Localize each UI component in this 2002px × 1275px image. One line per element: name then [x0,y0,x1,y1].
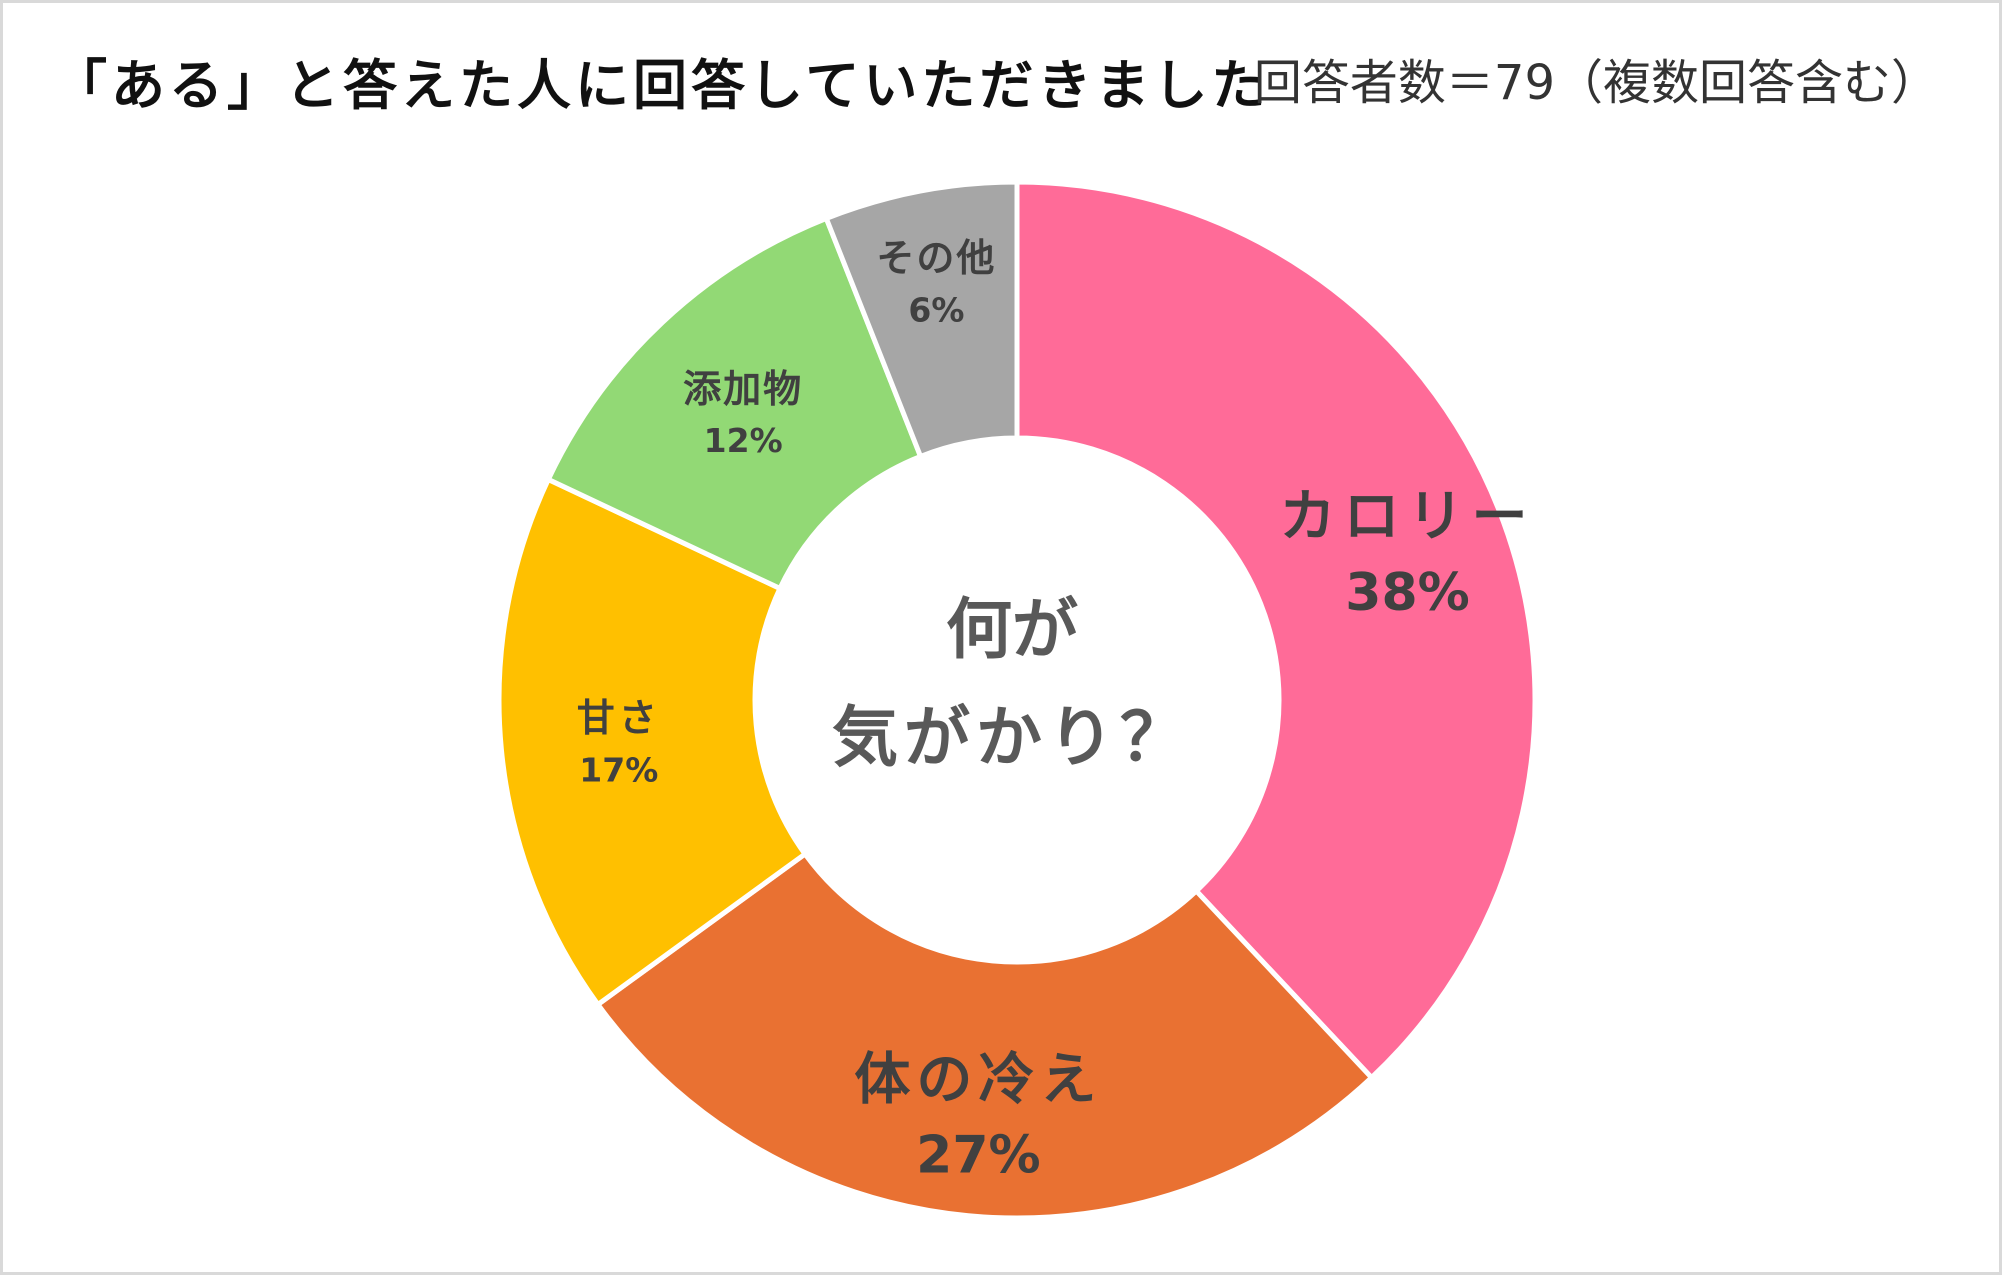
slice-other [823,179,1020,460]
slice-value-body-chill: 27% [916,1126,1040,1186]
donut-slices [496,179,1538,1221]
chart-title: 「ある」と答えた人に回答していただきました [53,54,1270,117]
slice-calorie [1014,179,1538,1082]
slice-label-sweetness: 甘さ [577,696,661,740]
slice-value-additives: 12% [704,421,783,460]
center-text-line-1: 何が [946,591,1078,668]
slice-label-calorie: カロリー [1280,485,1536,550]
donut-center: 何が 気がかり？ [832,591,1192,776]
slice-value-other: 6% [908,290,964,329]
slice-label-body-chill: 体の冷え [854,1048,1102,1113]
center-text-line-2: 気がかり？ [832,699,1192,776]
slice-label-other: その他 [876,236,996,280]
slice-value-sweetness: 17% [579,750,658,789]
respondent-count-note: 回答者数＝79（複数回答含む） [1253,55,1939,111]
slice-labels: カロリー 38% 体の冷え 27% 甘さ 17% 添加物 12% その他 6% [577,236,1536,1186]
slice-label-additives: 添加物 [683,367,803,411]
slice-value-calorie: 38% [1345,563,1469,623]
slice-additives [544,215,924,592]
slice-body-chill [594,850,1376,1221]
slice-sweetness [496,476,809,1008]
